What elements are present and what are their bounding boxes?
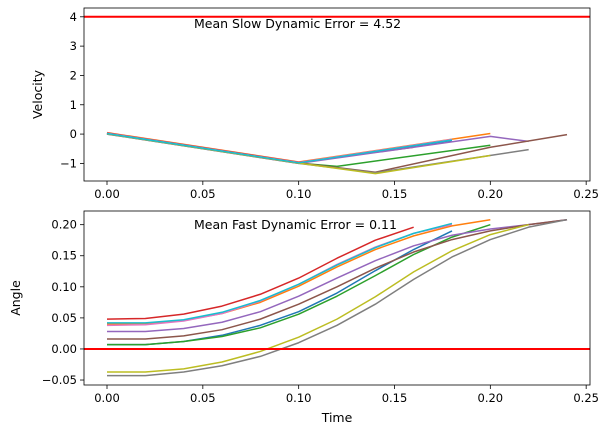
- velocity-annotation: Mean Slow Dynamic Error = 4.52: [194, 16, 401, 31]
- angle-series-line-4: [106, 226, 414, 320]
- velocity-ytick-label: 2: [70, 68, 77, 82]
- velocity-xtick-label: 0.15: [382, 187, 408, 201]
- angle-series-line-6: [107, 218, 568, 340]
- angle-xtick-label: 0.20: [478, 391, 504, 405]
- velocity-xtick-label: 0.00: [94, 187, 120, 201]
- velocity-plot-area: [84, 15, 590, 175]
- angle-axes-frame: [83, 210, 591, 386]
- velocity-xtick-label: 0.25: [573, 187, 599, 201]
- velocity-ytick-label: 3: [70, 39, 77, 53]
- angle-xtick-label: 0.10: [286, 391, 312, 405]
- angle-xtick-label: 0.25: [573, 391, 599, 405]
- angle-xtick-label: 0.00: [94, 391, 120, 405]
- velocity-xtick-label: 0.05: [190, 187, 216, 201]
- angle-ytick-label: 0.10: [51, 280, 77, 294]
- angle-subplot: Angle Time 0.00 0.05 0.10 0.15 0.20 0.25 −0.05…: [8, 210, 599, 425]
- angle-xtick-label: 0.15: [382, 391, 408, 405]
- angle-series-line-10: [107, 222, 453, 324]
- angle-ytick-label: 0.15: [51, 249, 77, 263]
- angle-series-line-3: [107, 223, 491, 346]
- velocity-xtick-label: 0.10: [286, 187, 312, 201]
- angle-series-line-5: [107, 218, 568, 333]
- velocity-series-line-2: [106, 131, 491, 163]
- angle-ytick-label: 0.00: [51, 342, 77, 356]
- angle-xtick-label: 0.05: [190, 391, 216, 405]
- angle-plot-area: [84, 218, 590, 377]
- velocity-ytick-label: 0: [70, 127, 77, 141]
- velocity-ytick-label: 1: [70, 98, 77, 112]
- angle-annotation: Mean Fast Dynamic Error = 0.11: [194, 217, 397, 232]
- angle-series-line-9: [107, 223, 529, 373]
- velocity-ytick-label: −1: [60, 156, 77, 170]
- velocity-xtick-label: 0.20: [478, 187, 504, 201]
- angle-ytick-label: 0.20: [51, 218, 77, 232]
- angle-ylabel: Angle: [8, 280, 23, 316]
- time-xlabel: Time: [321, 410, 353, 425]
- velocity-series-line-10: [106, 132, 453, 164]
- angle-ytick-label: 0.05: [51, 311, 77, 325]
- angle-series-line-8: [107, 218, 568, 377]
- angle-series-line-7: [106, 223, 453, 327]
- velocity-subplot: Velocity 0.00 0.05 0.10 0.15 0.20 0.25 −1 0 1 2 3 4…: [30, 7, 599, 201]
- angle-ytick-label: −0.05: [42, 373, 77, 387]
- angle-series-line-2: [106, 218, 491, 325]
- velocity-ylabel: Velocity: [30, 69, 45, 119]
- velocity-axes-frame: [83, 7, 591, 182]
- velocity-ytick-label: 4: [70, 10, 77, 24]
